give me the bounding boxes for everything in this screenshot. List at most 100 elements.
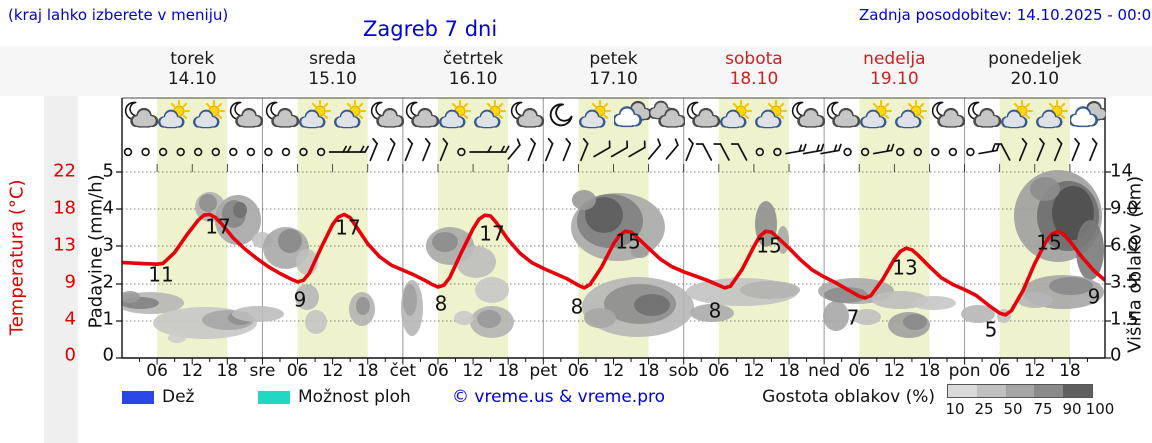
temp-tick-label: 22 bbox=[53, 160, 76, 182]
day-name: ponedeljek bbox=[988, 49, 1082, 69]
wind-barb-icon bbox=[680, 137, 695, 162]
page-title: Zagreb 7 dni bbox=[363, 17, 498, 41]
wind-barb-icon bbox=[1083, 137, 1099, 162]
x-tick-label: 06 bbox=[286, 361, 309, 381]
wind-calm-icon bbox=[264, 147, 273, 157]
density-tick-label: 10 bbox=[945, 400, 965, 418]
moon-cloud-icon bbox=[969, 102, 1002, 127]
x-tick-label: ned bbox=[808, 361, 841, 381]
density-tick-label: 100 bbox=[1085, 400, 1115, 418]
x-tick-label: 18 bbox=[778, 361, 800, 381]
moon-cloud-icon bbox=[231, 102, 264, 127]
day-name: sobota bbox=[725, 49, 783, 69]
wind-calm-icon bbox=[931, 147, 940, 157]
x-tick-label: 12 bbox=[321, 361, 344, 381]
precip-tick-label: 1 bbox=[102, 308, 114, 330]
precip-tick-label: 4 bbox=[102, 197, 114, 219]
day-header: nedelja 19.10 bbox=[863, 49, 925, 89]
x-tick-label: sre bbox=[249, 361, 276, 381]
x-tick-label: 06 bbox=[707, 361, 730, 381]
curve-temp-label: 17 bbox=[205, 214, 231, 239]
cloud-density-legend-label: Gostota oblakov (%) bbox=[762, 387, 935, 407]
density-tick-label: 25 bbox=[974, 400, 994, 418]
day-date: 18.10 bbox=[729, 69, 779, 89]
curve-temp-label: 11 bbox=[148, 262, 174, 287]
wind-calm-icon bbox=[229, 147, 238, 157]
curve-temp-label: 8 bbox=[708, 298, 722, 323]
clouds-icon bbox=[1069, 101, 1109, 127]
location-hint: (kraj lahko izberete v meniju) bbox=[8, 6, 229, 24]
day-header-strip bbox=[0, 46, 1152, 96]
wind-barb-icon bbox=[661, 138, 681, 160]
wind-barb-icon bbox=[417, 137, 432, 162]
density-scale-segment bbox=[1034, 385, 1064, 397]
day-header: sobota 18.10 bbox=[725, 49, 783, 89]
temp-axis-title: Temperatura (°C) bbox=[6, 179, 28, 336]
density-scale-segment bbox=[1063, 385, 1092, 397]
curve-temp-label: 8 bbox=[570, 294, 584, 319]
curve-temp-label: 7 bbox=[846, 305, 860, 330]
density-scale-segment bbox=[1005, 385, 1035, 397]
temp-tick-label: 9 bbox=[64, 271, 76, 293]
precip-tick-label: 2 bbox=[102, 271, 114, 293]
curve-temp-label: 15 bbox=[756, 233, 782, 258]
curve-temp-label: 9 bbox=[293, 287, 307, 312]
moon-cloud-icon bbox=[372, 102, 405, 127]
x-tick-label: 06 bbox=[146, 361, 168, 381]
cloud-tick-label: 1.5 bbox=[1110, 308, 1139, 330]
curve-temp-label: 15 bbox=[1036, 230, 1062, 255]
day-name: sreda bbox=[309, 49, 357, 69]
showers-legend-swatch bbox=[258, 391, 290, 404]
x-tick-label: čet bbox=[389, 361, 417, 381]
wind-barb-icon bbox=[381, 137, 397, 162]
x-tick-label: 06 bbox=[567, 361, 590, 381]
cloud-tick-label: 3.5 bbox=[1110, 271, 1139, 293]
density-scale-segment bbox=[976, 385, 1006, 397]
density-tick-label: 50 bbox=[1003, 400, 1023, 418]
copyright-link[interactable]: © vreme.us & vreme.pro bbox=[452, 387, 666, 407]
day-date: 20.10 bbox=[1010, 69, 1060, 89]
x-tick-label: 12 bbox=[462, 361, 484, 381]
rain-legend-swatch bbox=[122, 391, 154, 404]
x-tick-label: pon bbox=[948, 361, 981, 381]
rain-legend-label: Dež bbox=[162, 387, 195, 407]
wind-barb-icon bbox=[977, 143, 1001, 155]
x-tick-label: 18 bbox=[497, 361, 519, 381]
curve-temp-label: 5 bbox=[984, 317, 998, 342]
wind-calm-icon bbox=[123, 147, 133, 157]
wind-calm-icon bbox=[246, 147, 256, 157]
day-header: torek 14.10 bbox=[168, 49, 217, 89]
day-header: sreda 15.10 bbox=[308, 49, 357, 89]
day-name: četrtek bbox=[442, 49, 504, 69]
day-date: 15.10 bbox=[308, 69, 357, 89]
moon-cloud-icon bbox=[267, 102, 300, 127]
moon-cloud-icon bbox=[688, 102, 721, 127]
x-tick-label: 12 bbox=[181, 361, 204, 381]
density-tick-label: 90 bbox=[1062, 400, 1082, 418]
curve-temp-label: 9 bbox=[1087, 284, 1101, 309]
cloud-tick-label: 6.0 bbox=[1110, 234, 1139, 256]
wind-calm-icon bbox=[966, 147, 975, 157]
x-tick-label: 18 bbox=[918, 361, 941, 381]
moon-icon bbox=[551, 104, 572, 125]
cloud-cover-shading bbox=[122, 170, 1104, 343]
day-name: nedelja bbox=[863, 49, 926, 69]
temp-tick-label: 0 bbox=[64, 344, 76, 366]
day-date: 16.10 bbox=[448, 69, 498, 89]
wind-calm-icon bbox=[281, 147, 291, 157]
curve-temp-label: 17 bbox=[335, 215, 361, 240]
x-tick-label: 12 bbox=[602, 361, 625, 381]
gray-clouds-icon bbox=[648, 101, 686, 128]
curve-temp-label: 13 bbox=[892, 255, 918, 280]
wind-calm-icon bbox=[843, 147, 852, 157]
wind-barb-icon bbox=[522, 137, 538, 162]
temp-tick-label: 4 bbox=[64, 308, 76, 330]
x-tick-label: pet bbox=[529, 361, 558, 381]
x-tick-label: 12 bbox=[743, 361, 765, 381]
wind-barb-icon bbox=[557, 137, 573, 162]
showers-legend-label: Možnost ploh bbox=[298, 387, 411, 407]
cloud-density-scale bbox=[947, 384, 1093, 398]
moon-cloud-icon bbox=[126, 102, 159, 127]
